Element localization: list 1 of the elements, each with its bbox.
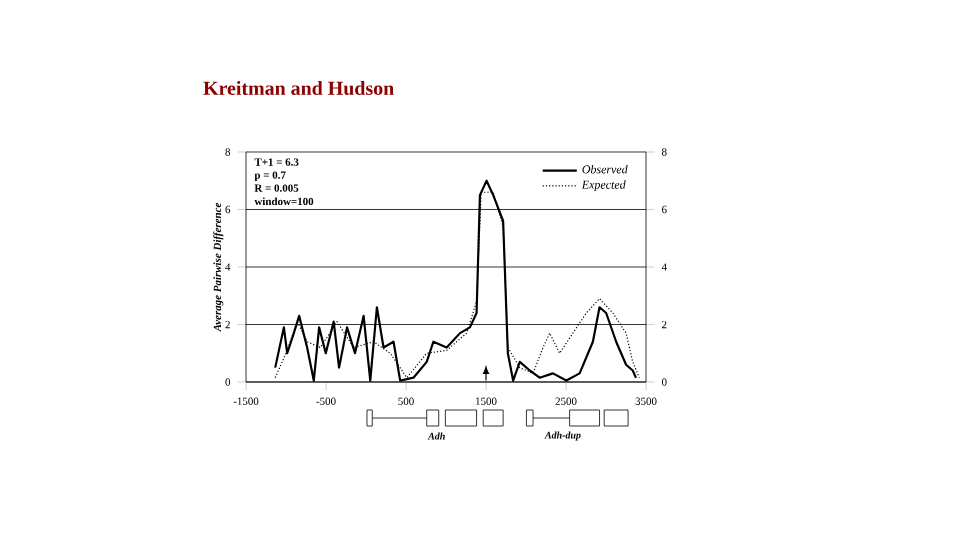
chart-title: Kreitman and Hudson — [203, 80, 394, 96]
